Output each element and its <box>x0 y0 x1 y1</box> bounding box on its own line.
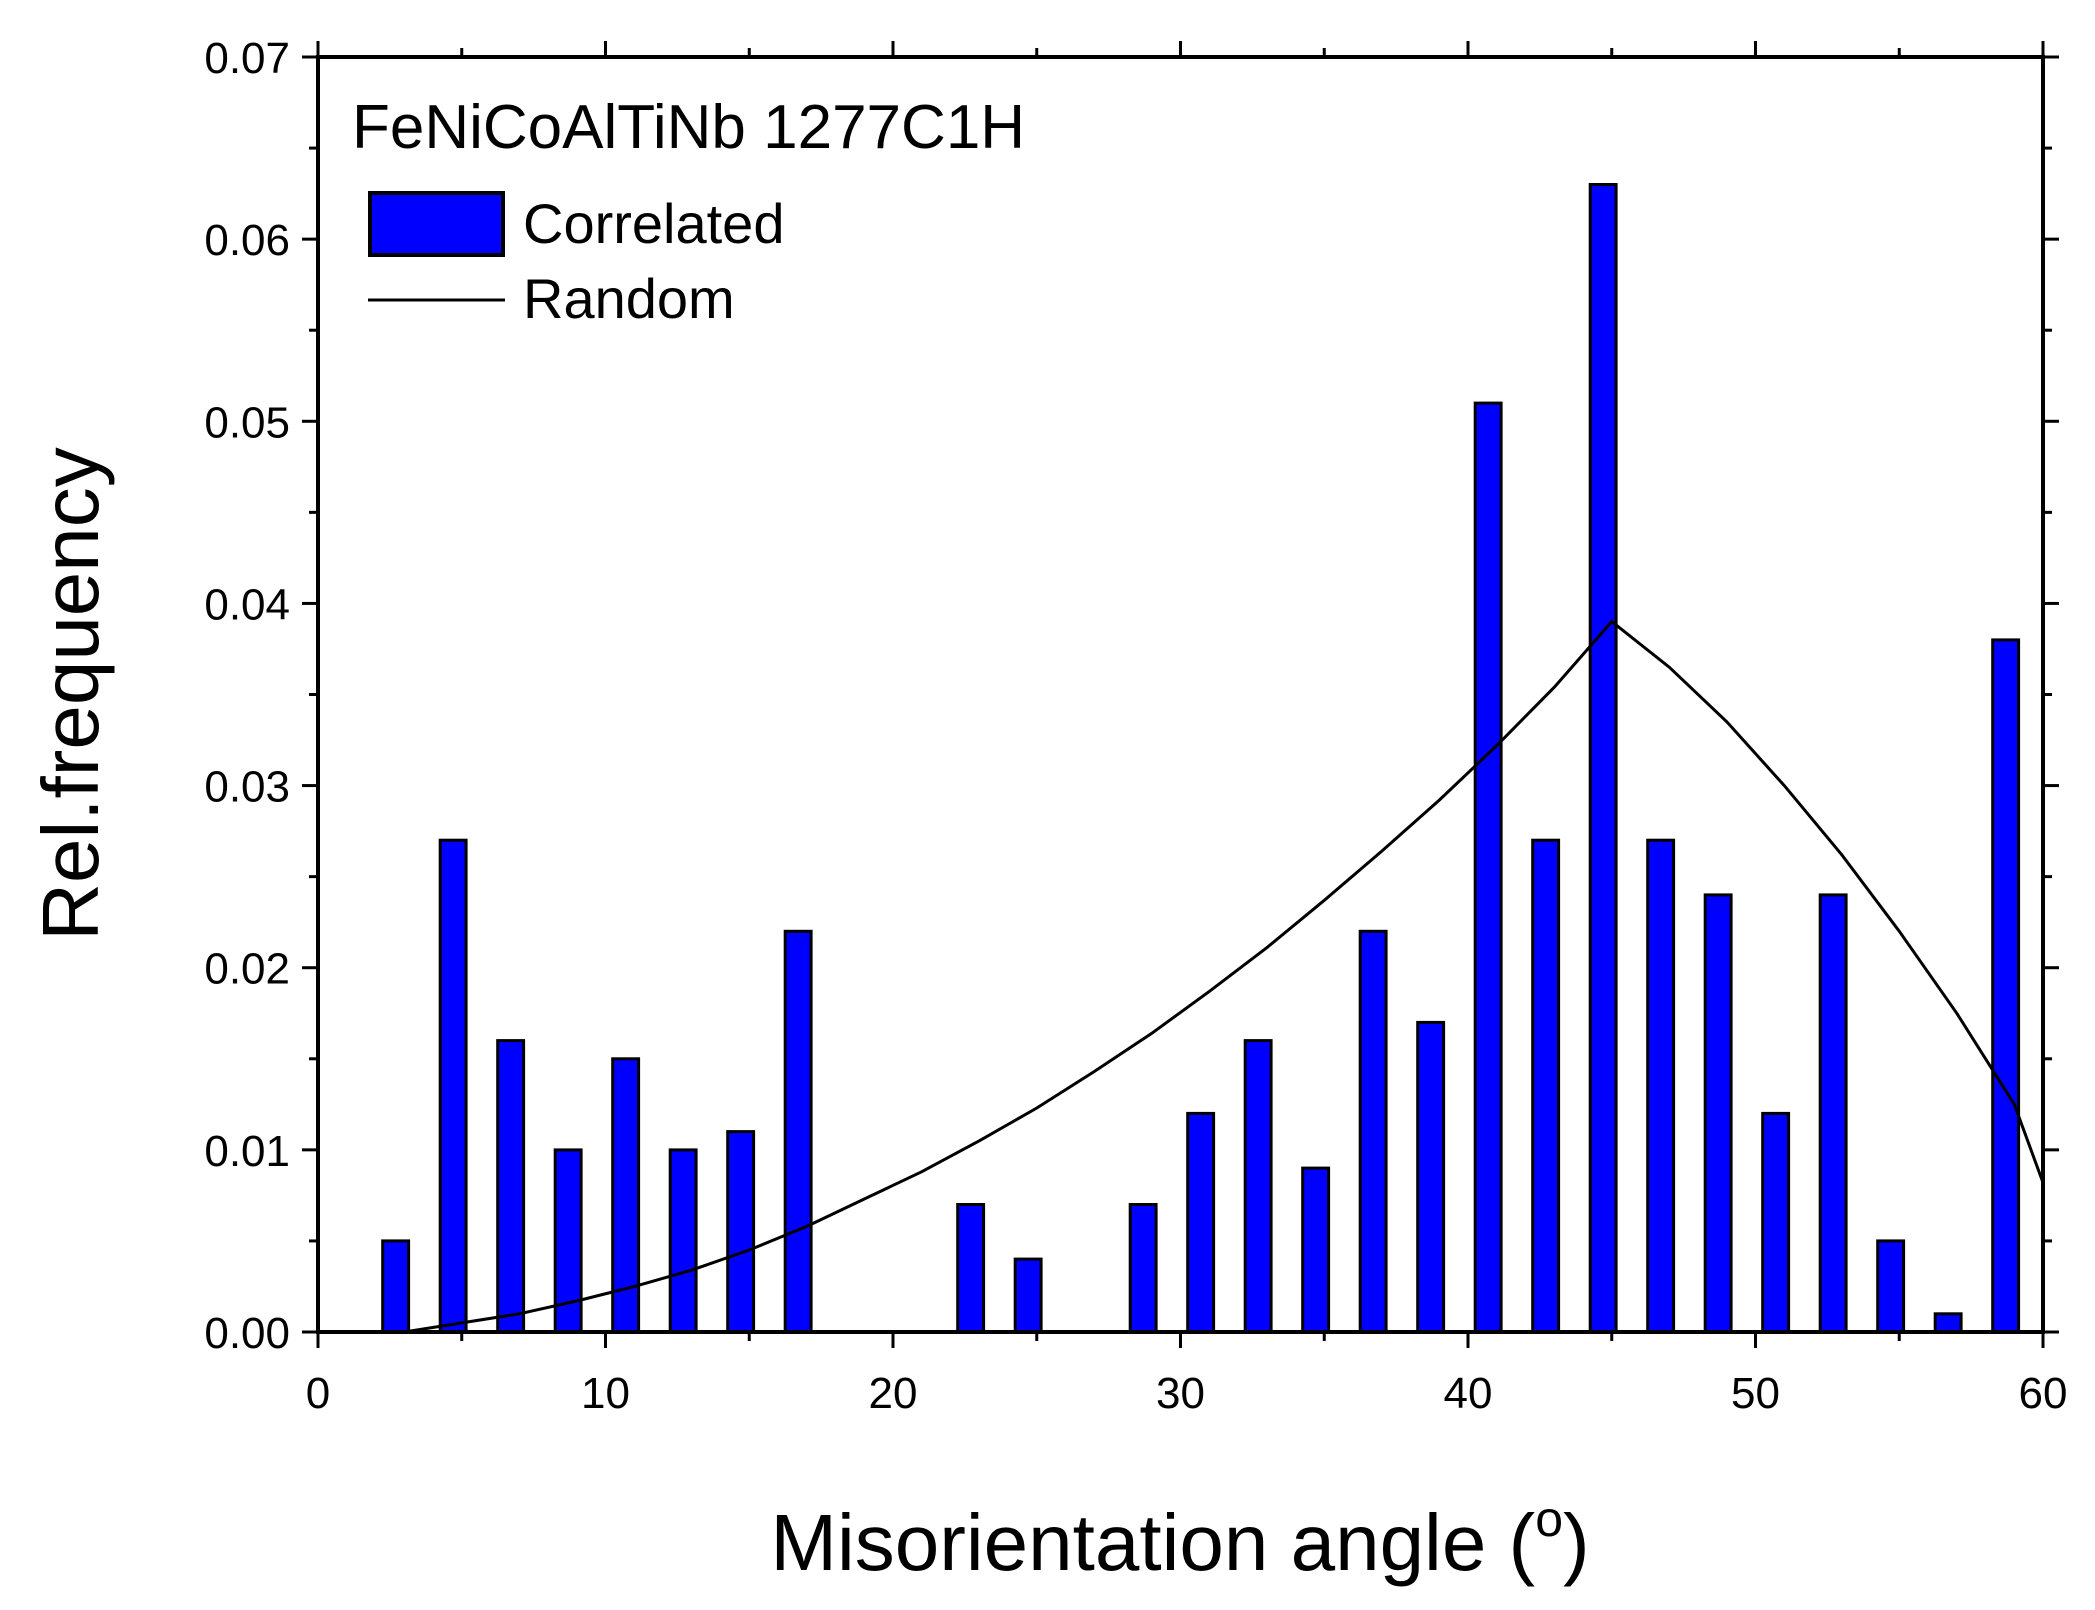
bar-correlated <box>726 1130 756 1334</box>
bar-correlated <box>1243 1039 1273 1334</box>
x-axis-title-close: ) <box>1563 1498 1590 1587</box>
bar-correlated <box>956 1203 986 1334</box>
x-tick-labels: 0 10 20 30 40 50 60 <box>306 1369 2068 1418</box>
legend-label-correlated: Correlated <box>523 192 784 255</box>
random-line <box>404 619 2045 1334</box>
x-tick-label: 10 <box>581 1369 630 1418</box>
x-tick-label: 60 <box>2019 1369 2068 1418</box>
axis-ticks <box>302 41 2059 1348</box>
bar-correlated <box>1128 1203 1158 1334</box>
x-axis-title-degree: o <box>1535 1491 1563 1547</box>
bar-correlated <box>1818 893 1848 1334</box>
legend-label-random: Random <box>523 267 735 330</box>
y-tick-label: 0.00 <box>204 1309 290 1358</box>
y-tick-label: 0.01 <box>204 1127 290 1176</box>
y-tick-label: 0.05 <box>204 398 290 447</box>
annotation-label: FeNiCoAlTiNb 1277C1H <box>352 93 1025 162</box>
bar-correlated <box>1761 1111 1791 1334</box>
y-tick-labels: 0.00 0.01 0.02 0.03 0.04 0.05 0.06 0.07 <box>204 34 290 1358</box>
y-tick-label: 0.04 <box>204 580 290 629</box>
bar-correlated <box>1588 183 1618 1334</box>
x-tick-label: 0 <box>306 1369 330 1418</box>
x-tick-label: 20 <box>869 1369 918 1418</box>
y-tick-label: 0.07 <box>204 34 290 83</box>
x-axis-title: Misorientation angle (o) <box>770 1491 1589 1587</box>
x-tick-label: 50 <box>1731 1369 1780 1418</box>
bar-correlated <box>1416 1020 1446 1334</box>
bar-correlated <box>1876 1239 1906 1334</box>
bar-correlated <box>1933 1312 1963 1334</box>
bar-correlated <box>381 1239 411 1334</box>
bar-correlated <box>1013 1257 1043 1334</box>
bar-correlated <box>1301 1166 1331 1334</box>
bar-correlated <box>1991 638 2021 1334</box>
bar-correlated <box>1358 929 1388 1334</box>
bar-correlated <box>1531 838 1561 1334</box>
x-tick-label: 40 <box>1444 1369 1493 1418</box>
x-tick-label: 30 <box>1156 1369 1205 1418</box>
y-tick-label: 0.03 <box>204 763 290 812</box>
y-tick-label: 0.06 <box>204 216 290 265</box>
bar-correlated <box>1473 401 1503 1334</box>
legend: Correlated Random <box>368 191 784 330</box>
bar-correlated <box>668 1148 698 1334</box>
bar-correlated <box>438 838 468 1334</box>
y-tick-label: 0.02 <box>204 945 290 994</box>
bar-correlated <box>1646 838 1676 1334</box>
bar-correlated <box>783 929 813 1334</box>
correlated-bars <box>381 183 2021 1334</box>
bar-correlated <box>496 1039 526 1334</box>
bar-correlated <box>1703 893 1733 1334</box>
y-axis-title: Rel.frequency <box>26 447 115 941</box>
bar-correlated <box>1186 1111 1216 1334</box>
legend-swatch-correlated <box>368 191 505 257</box>
x-axis-title-main: Misorientation angle ( <box>770 1498 1535 1587</box>
